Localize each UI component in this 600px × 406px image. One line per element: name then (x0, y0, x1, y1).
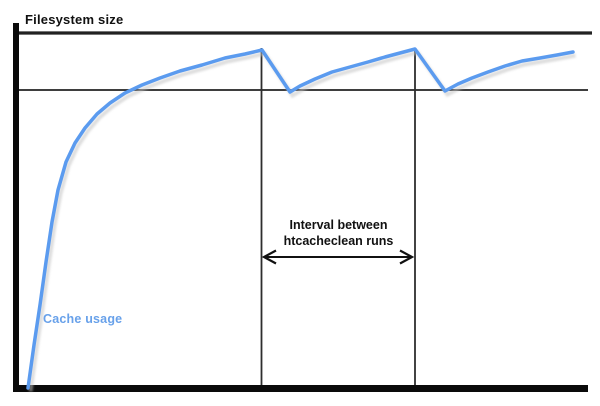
filesystem-size-label: Filesystem size (25, 12, 124, 27)
x-axis (13, 385, 588, 392)
interval-arrow (261, 249, 415, 265)
cache-usage-curve (26, 47, 575, 390)
interval-arrow-head-left (261, 249, 277, 265)
interval-label: Interval between htcacheclean runs (238, 217, 439, 249)
cache-usage-label: Cache usage (43, 312, 123, 326)
y-axis (13, 23, 19, 392)
interval-arrow-head-right (399, 249, 415, 265)
interval-label-line1: Interval between (289, 218, 388, 232)
interval-label-line2: htcacheclean runs (283, 234, 394, 248)
